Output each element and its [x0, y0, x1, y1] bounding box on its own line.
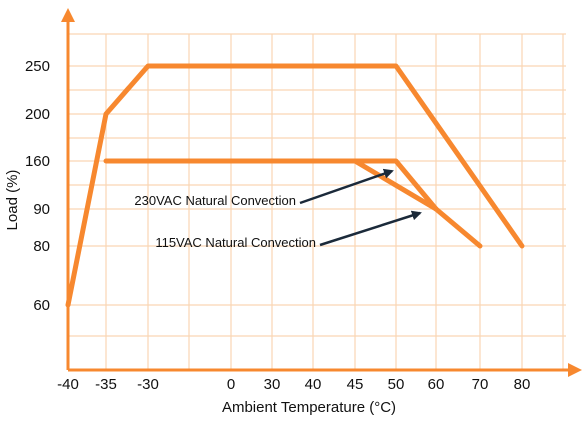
y-tick-label: 60 — [33, 297, 50, 314]
series — [65, 63, 525, 308]
x-tick-label: 70 — [472, 376, 489, 393]
annotation-label: 230VAC Natural Convection — [134, 193, 296, 208]
y-tick-label: 160 — [25, 153, 50, 170]
x-tick-label: 50 — [388, 376, 405, 393]
x-axis-title: Ambient Temperature (°C) — [222, 399, 396, 416]
annotations: 230VAC Natural Convection 115VAC Natural … — [134, 168, 422, 250]
y-tick-label: 80 — [33, 238, 50, 255]
tick-labels: -40 -35 -30 0 30 40 45 50 60 70 80 60 80 90 160 200 250 — [25, 58, 530, 393]
derating-curve-2 — [103, 158, 483, 249]
x-tick-label: 80 — [514, 376, 531, 393]
x-tick-label: 60 — [428, 376, 445, 393]
x-tick-label: -35 — [95, 376, 117, 393]
x-tick-label: 40 — [305, 376, 322, 393]
x-tick-label: 30 — [264, 376, 281, 393]
y-tick-label: 200 — [25, 106, 50, 123]
x-tick-label: 45 — [347, 376, 364, 393]
derating-curve-1 — [65, 63, 525, 308]
axes — [61, 8, 582, 377]
y-tick-label: 90 — [33, 201, 50, 218]
x-tick-label: -40 — [57, 376, 79, 393]
derating-curve-3 — [352, 158, 439, 212]
annotation-arrow — [299, 168, 394, 205]
annotation-arrow — [319, 210, 422, 247]
y-tick-label: 250 — [25, 58, 50, 75]
x-tick-label: 0 — [227, 376, 235, 393]
x-tick-label: -30 — [137, 376, 159, 393]
annotation-label: 115VAC Natural Convection — [155, 235, 316, 250]
y-axis-title: Load (%) — [4, 170, 21, 231]
